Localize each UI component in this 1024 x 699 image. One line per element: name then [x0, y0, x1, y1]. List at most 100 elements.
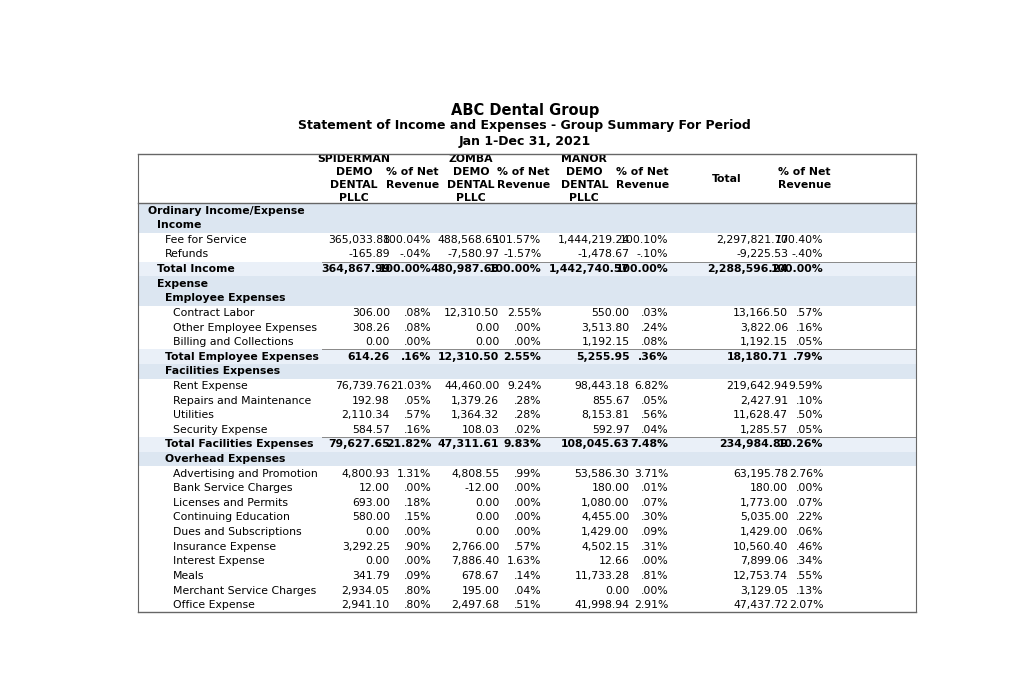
Text: 7.48%: 7.48% [631, 440, 669, 449]
Text: .00%: .00% [796, 483, 823, 493]
Text: Meals: Meals [173, 571, 205, 581]
Text: 192.98: 192.98 [352, 396, 390, 405]
Text: -9,225.53: -9,225.53 [736, 250, 788, 259]
Bar [137, 203, 916, 218]
Text: 53,586.30: 53,586.30 [574, 468, 630, 479]
Text: .30%: .30% [641, 512, 669, 522]
Text: 9.59%: 9.59% [788, 381, 823, 391]
Text: .57%: .57% [514, 542, 542, 552]
Text: -.40%: -.40% [792, 250, 823, 259]
Text: 7,886.40: 7,886.40 [452, 556, 500, 566]
Text: 364,867.99: 364,867.99 [321, 264, 390, 274]
Bar [137, 154, 916, 203]
Text: 0.00: 0.00 [366, 556, 390, 566]
Bar [137, 466, 916, 481]
Text: % of Net
Revenue: % of Net Revenue [386, 167, 438, 190]
Bar [137, 364, 916, 379]
Text: 693.00: 693.00 [352, 498, 390, 508]
Text: Licenses and Permits: Licenses and Permits [173, 498, 288, 508]
Text: .18%: .18% [403, 498, 431, 508]
Text: .05%: .05% [796, 337, 823, 347]
Text: 8,153.81: 8,153.81 [582, 410, 630, 420]
Text: 306.00: 306.00 [352, 308, 390, 318]
Text: 6.82%: 6.82% [634, 381, 669, 391]
Text: Statement of Income and Expenses - Group Summary For Period: Statement of Income and Expenses - Group… [298, 119, 752, 132]
Text: .08%: .08% [403, 322, 431, 333]
Text: 4,808.55: 4,808.55 [452, 468, 500, 479]
Text: Expense: Expense [158, 279, 208, 289]
Text: .08%: .08% [641, 337, 669, 347]
Text: .16%: .16% [796, 322, 823, 333]
Text: .00%: .00% [514, 337, 542, 347]
Text: 584.57: 584.57 [352, 425, 390, 435]
Bar [137, 379, 916, 394]
Text: .05%: .05% [641, 396, 669, 405]
Text: .34%: .34% [796, 556, 823, 566]
Text: 1,192.15: 1,192.15 [582, 337, 630, 347]
Text: 195.00: 195.00 [462, 586, 500, 596]
Text: 0.00: 0.00 [366, 337, 390, 347]
Text: Refunds: Refunds [165, 250, 210, 259]
Text: -1.57%: -1.57% [503, 250, 542, 259]
Text: % of Net
Revenue: % of Net Revenue [615, 167, 669, 190]
Text: .99%: .99% [514, 468, 542, 479]
Text: -12.00: -12.00 [465, 483, 500, 493]
Text: .00%: .00% [403, 337, 431, 347]
Text: 100.00%: 100.00% [615, 264, 669, 274]
Text: 1,773.00: 1,773.00 [740, 498, 788, 508]
Text: Total Employee Expenses: Total Employee Expenses [165, 352, 319, 362]
Text: 101.57%: 101.57% [494, 235, 542, 245]
Text: .16%: .16% [400, 352, 431, 362]
Text: 1,442,740.57: 1,442,740.57 [549, 264, 630, 274]
Text: 2,497.68: 2,497.68 [452, 600, 500, 610]
Text: .00%: .00% [403, 527, 431, 537]
Text: 98,443.18: 98,443.18 [574, 381, 630, 391]
Text: .13%: .13% [796, 586, 823, 596]
Text: ABC Dental Group: ABC Dental Group [451, 103, 599, 117]
Text: -.10%: -.10% [637, 250, 669, 259]
Text: 1,379.26: 1,379.26 [452, 396, 500, 405]
Text: 5,255.95: 5,255.95 [575, 352, 630, 362]
Text: Total Facilities Expenses: Total Facilities Expenses [165, 440, 313, 449]
Text: 12,310.50: 12,310.50 [438, 352, 500, 362]
Text: .04%: .04% [641, 425, 669, 435]
Bar [137, 554, 916, 568]
Text: 3,292.25: 3,292.25 [342, 542, 390, 552]
Text: % of Net
Revenue: % of Net Revenue [497, 167, 550, 190]
Text: 21.82%: 21.82% [386, 440, 431, 449]
Text: 12.66: 12.66 [599, 556, 630, 566]
Text: 9.83%: 9.83% [504, 440, 542, 449]
Bar [137, 233, 916, 247]
Text: 1,080.00: 1,080.00 [581, 498, 630, 508]
Text: 2.55%: 2.55% [504, 352, 542, 362]
Text: .06%: .06% [796, 527, 823, 537]
Text: 2,941.10: 2,941.10 [342, 600, 390, 610]
Text: 108.03: 108.03 [462, 425, 500, 435]
Text: Ordinary Income/Expense: Ordinary Income/Expense [147, 206, 304, 216]
Text: 100.10%: 100.10% [620, 235, 669, 245]
Text: 100.40%: 100.40% [775, 235, 823, 245]
Text: % of Net
Revenue: % of Net Revenue [777, 167, 830, 190]
Text: SPIDERMAN
DEMO
DENTAL
PLLC: SPIDERMAN DEMO DENTAL PLLC [317, 154, 391, 203]
Text: .57%: .57% [403, 410, 431, 420]
Text: 592.97: 592.97 [592, 425, 630, 435]
Text: Total Income: Total Income [158, 264, 236, 274]
Text: .08%: .08% [403, 308, 431, 318]
Text: 11,733.28: 11,733.28 [574, 571, 630, 581]
Text: .05%: .05% [796, 425, 823, 435]
Text: 2.91%: 2.91% [634, 600, 669, 610]
Bar [137, 452, 916, 466]
Text: Office Expense: Office Expense [173, 600, 255, 610]
Text: .80%: .80% [403, 600, 431, 610]
Bar [137, 583, 916, 598]
Text: .09%: .09% [641, 527, 669, 537]
Text: 1,364.32: 1,364.32 [452, 410, 500, 420]
Text: Bank Service Charges: Bank Service Charges [173, 483, 293, 493]
Text: 234,984.89: 234,984.89 [719, 440, 788, 449]
Bar [137, 320, 916, 335]
Text: .36%: .36% [638, 352, 669, 362]
Text: 1.31%: 1.31% [396, 468, 431, 479]
Text: Security Expense: Security Expense [173, 425, 267, 435]
Text: 18,180.71: 18,180.71 [727, 352, 788, 362]
Text: .00%: .00% [403, 483, 431, 493]
